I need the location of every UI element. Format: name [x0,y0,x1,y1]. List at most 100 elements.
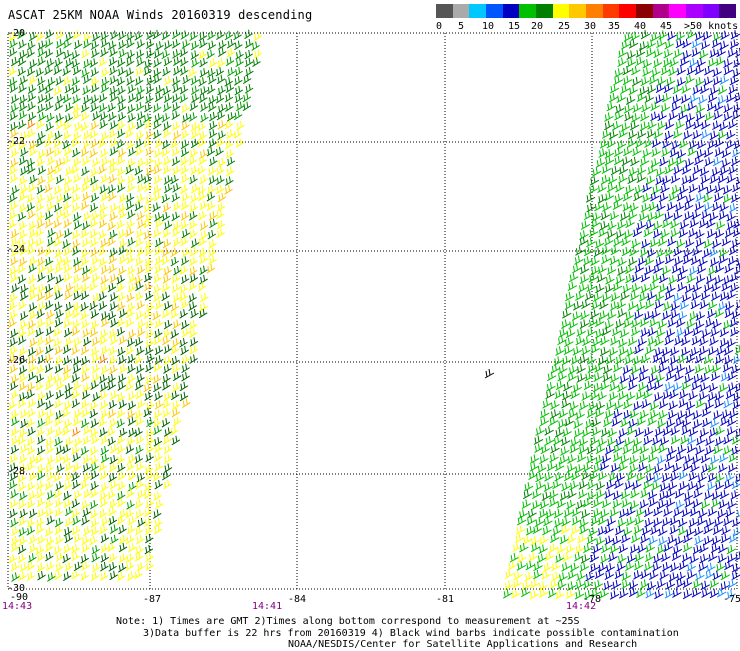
wind-barb [27,164,36,175]
wind-barb [686,562,697,572]
wind-barb [543,482,554,492]
wind-barb [671,264,682,274]
wind-barb [72,157,82,167]
wind-barb [152,202,161,213]
wind-barb [118,563,127,573]
wind-barb [10,56,20,67]
wind-barb [110,444,119,454]
wind-barb [698,218,709,229]
wind-barb [723,275,733,285]
legend-label: >50 knots [684,21,739,32]
wind-barb [639,499,649,510]
wind-barb [718,210,729,221]
wind-barb [701,129,711,140]
wind-barb [143,407,152,418]
wind-barb [732,527,740,537]
wind-barb [605,355,616,365]
wind-barb [89,327,99,338]
wind-barb [63,176,73,186]
wind-barb [135,545,144,555]
wind-barb [199,274,208,285]
wind-barb [678,228,689,239]
wind-barb [46,426,56,436]
wind-barb [127,364,136,374]
wind-barb [27,408,36,418]
wind-barb [599,299,609,310]
wind-barb [200,230,209,240]
wind-barb [649,317,659,328]
wind-barb [710,327,720,337]
wind-barb [670,219,680,229]
wind-barb [109,247,118,258]
wind-barb [125,246,135,257]
wind-barb [608,552,618,562]
wind-barb [717,553,727,564]
wind-barb [81,516,90,526]
wind-barb [163,344,173,354]
wind-map[interactable]: -20 -22 -24 -26 -28 -30 -90 -87 -84 -81 … [0,0,740,612]
wind-barb [581,345,591,356]
legend-label: 35 [608,21,621,32]
wind-barb [670,426,680,436]
wind-barb [200,113,209,123]
wind-barb [27,319,37,330]
wind-barb [62,408,71,418]
wind-barb [55,48,65,58]
lat-label-28: -28 [7,466,25,477]
wind-barb [617,518,627,528]
wind-barb [20,284,29,294]
wind-barb [64,290,73,301]
wind-barb [615,436,625,447]
wind-barb [548,416,559,426]
wind-barb [563,508,574,518]
wind-barb [699,84,710,95]
wind-barb [17,56,27,67]
wind-barb [163,93,173,104]
wind-barb [100,345,110,355]
wind-barb [658,399,669,410]
wind-barb [65,32,74,42]
wind-barb [504,569,515,579]
wind-barb [597,471,608,481]
wind-barb [681,84,691,94]
wind-barb [36,524,45,535]
wind-barb [54,248,64,258]
wind-barb [593,463,603,473]
wind-barb [690,255,701,266]
wind-barb [548,489,559,500]
wind-barb [606,516,616,527]
wind-barb [660,103,671,113]
wind-barb [144,182,153,193]
wind-barb [632,146,642,157]
wind-barb [730,30,740,40]
wind-barb [586,454,596,464]
lat-label-26: -26 [7,355,25,366]
wind-barb [99,335,108,345]
wind-barb [162,128,172,139]
wind-barb [658,30,668,40]
wind-barb [716,346,726,356]
wind-barb [109,85,118,96]
wind-barb [576,453,587,463]
wind-barb [45,536,55,546]
wind-barb [723,435,733,445]
wind-barb [669,525,680,535]
wind-barb [54,437,63,447]
wind-barb [599,336,610,346]
wind-barb [180,156,189,166]
wind-barb [658,410,668,420]
wind-barb [143,66,153,76]
wind-barb [80,418,90,429]
wind-barb [620,490,631,500]
wind-barb [173,266,182,276]
wind-barb [671,102,681,112]
wind-barb [98,57,108,67]
wind-barb [561,309,572,319]
wind-barb [163,40,173,50]
wind-barb [17,274,27,285]
wind-barb [618,508,629,519]
wind-barb [612,452,623,462]
wind-barb [612,121,622,131]
wind-barb [571,507,582,517]
wind-barb [647,416,657,427]
